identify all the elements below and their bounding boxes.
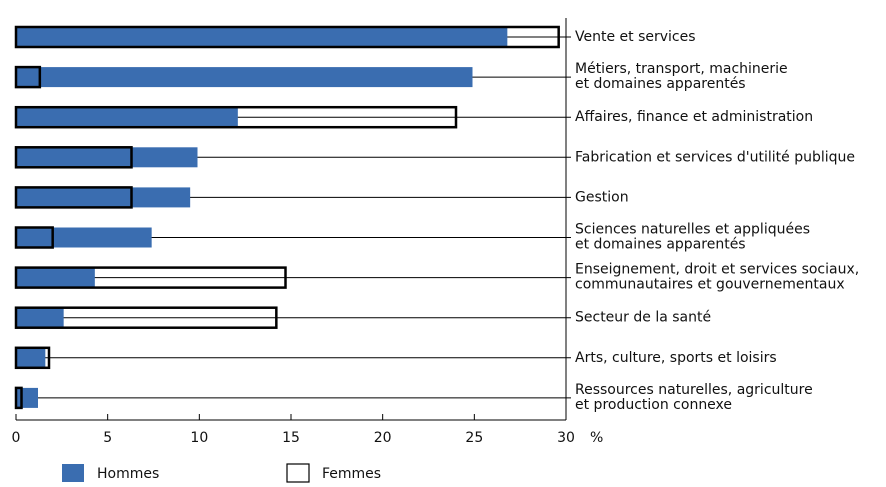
bar-hommes [16, 387, 38, 408]
bar-hommes [16, 307, 64, 328]
bar-femmes [14, 386, 23, 410]
category-label: Secteur de la santé [575, 310, 711, 326]
bar-femmes [14, 346, 51, 370]
category-label: Gestion [575, 189, 629, 205]
x-tick-label: 0 [12, 430, 21, 446]
category-label: Affaires, finance et administration [575, 109, 813, 125]
category-line: Affaires, finance et administration [575, 109, 813, 125]
category-line: communautaires et gouvernementaux [575, 277, 845, 293]
bar-femmes [14, 226, 54, 249]
category-label: Enseignement, droit et services sociaux,… [575, 262, 859, 293]
bar-femmes [14, 266, 287, 289]
bar-hommes [16, 187, 191, 208]
bar-hommes [16, 147, 198, 168]
bar-femmes [14, 105, 458, 129]
category-line: et domaines apparentés [575, 76, 746, 92]
category-line: Métiers, transport, machinerie [575, 61, 788, 77]
category-line: Fabrication et services d'utilité publiq… [575, 149, 855, 165]
x-tick-label: 20 [374, 430, 392, 446]
category-line: Secteur de la santé [575, 310, 711, 326]
x-tick-label: 10 [190, 430, 208, 446]
category-label: Sciences naturelles et appliquées et doma… [575, 222, 810, 253]
category-line: Arts, culture, sports et loisirs [575, 350, 777, 366]
x-tick-label: 25 [465, 430, 483, 446]
category-label: Arts, culture, sports et loisirs [575, 350, 777, 366]
category-label: Métiers, transport, machinerie et domaine… [575, 61, 788, 92]
bar-hommes [16, 267, 95, 288]
legend-label: Hommes [97, 466, 159, 482]
category-line: Vente et services [575, 29, 696, 45]
bar-hommes [16, 347, 46, 368]
category-line: et production connexe [575, 397, 732, 413]
bar-femmes [14, 306, 278, 329]
bar-hommes [16, 107, 238, 128]
legend-label: Femmes [322, 466, 381, 482]
x-tick-label: 30 [557, 430, 575, 446]
legend-swatch [286, 463, 310, 483]
category-line: et domaines apparentés [575, 237, 746, 253]
category-line: Sciences naturelles et appliquées [575, 222, 810, 238]
legend-swatch [62, 464, 84, 482]
bar-femmes [14, 186, 133, 209]
bar-hommes [16, 27, 508, 47]
category-label: Fabrication et services d'utilité publiq… [575, 149, 855, 165]
bar-femmes [14, 25, 560, 49]
x-tick-label: 5 [103, 430, 112, 446]
bar-femmes [14, 65, 42, 89]
category-line: Gestion [575, 189, 629, 205]
bar-hommes [16, 67, 473, 88]
category-label: Vente et services [575, 29, 696, 45]
bar-hommes [16, 227, 152, 248]
category-line: Ressources naturelles, agriculture [575, 382, 813, 398]
x-unit: % [590, 430, 603, 446]
x-tick-label: 15 [282, 430, 300, 446]
category-label: Ressources naturelles, agriculture et pro… [575, 382, 813, 413]
bar-femmes [14, 146, 133, 169]
category-line: Enseignement, droit et services sociaux, [575, 262, 859, 278]
